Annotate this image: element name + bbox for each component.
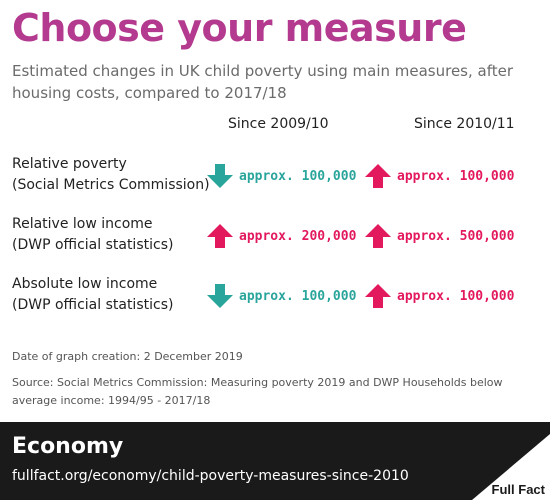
down-arrow-icon — [207, 284, 233, 308]
change-value: approx. 100,000 — [397, 288, 515, 304]
change-value: approx. 100,000 — [397, 168, 515, 184]
change-value: approx. 100,000 — [239, 288, 357, 304]
cell-2009-10: approx. 100,000 — [206, 282, 356, 310]
row-label: Relative poverty (Social Metrics Commiss… — [12, 154, 210, 196]
up-arrow-shape — [365, 284, 391, 308]
logo-triangle — [472, 434, 550, 500]
row-relative-low-income: Relative low income (DWP official statis… — [0, 214, 550, 258]
column-header-2010-11: Since 2010/11 — [414, 116, 515, 132]
page-title: Choose your measure — [12, 6, 467, 50]
up-arrow-shape — [207, 224, 233, 248]
up-arrow-shape — [365, 164, 391, 188]
row-label-line2: (DWP official statistics) — [12, 237, 174, 253]
cell-2009-10: approx. 100,000 — [206, 162, 356, 190]
footer-link[interactable]: fullfact.org/economy/child-poverty-measu… — [12, 468, 409, 484]
up-arrow-icon — [207, 224, 233, 248]
down-arrow-icon — [207, 164, 233, 188]
row-label-line1: Relative poverty — [12, 156, 127, 172]
up-arrow-icon — [365, 164, 391, 188]
cell-2010-11: approx. 100,000 — [364, 282, 514, 310]
full-fact-logo: Full Fact — [472, 434, 550, 500]
row-relative-poverty: Relative poverty (Social Metrics Commiss… — [0, 154, 550, 198]
change-value: approx. 100,000 — [239, 168, 357, 184]
change-value: approx. 500,000 — [397, 228, 515, 244]
row-label: Relative low income (DWP official statis… — [12, 214, 173, 256]
up-arrow-shape — [365, 224, 391, 248]
row-label-line2: (Social Metrics Commission) — [12, 177, 210, 193]
row-label-line2: (DWP official statistics) — [12, 297, 174, 313]
page-subtitle: Estimated changes in UK child poverty us… — [12, 62, 514, 102]
cell-2010-11: approx. 500,000 — [364, 222, 514, 250]
cell-2010-11: approx. 100,000 — [364, 162, 514, 190]
source-note: Source: Social Metrics Commission: Measu… — [12, 376, 503, 407]
cell-2009-10: approx. 200,000 — [206, 222, 356, 250]
up-arrow-icon — [365, 224, 391, 248]
row-label: Absolute low income (DWP official statis… — [12, 274, 173, 316]
row-label-line1: Absolute low income — [12, 276, 158, 292]
row-label-line1: Relative low income — [12, 216, 153, 232]
column-header-2009-10: Since 2009/10 — [228, 116, 329, 132]
footer: Economy fullfact.org/economy/child-pover… — [0, 422, 550, 500]
logo-text: Full Fact — [492, 482, 546, 497]
footer-section-title: Economy — [12, 434, 124, 459]
up-arrow-icon — [365, 284, 391, 308]
row-absolute-low-income: Absolute low income (DWP official statis… — [0, 274, 550, 318]
change-value: approx. 200,000 — [239, 228, 357, 244]
date-note: Date of graph creation: 2 December 2019 — [12, 350, 243, 363]
down-arrow-shape — [207, 164, 233, 188]
down-arrow-shape — [207, 284, 233, 308]
